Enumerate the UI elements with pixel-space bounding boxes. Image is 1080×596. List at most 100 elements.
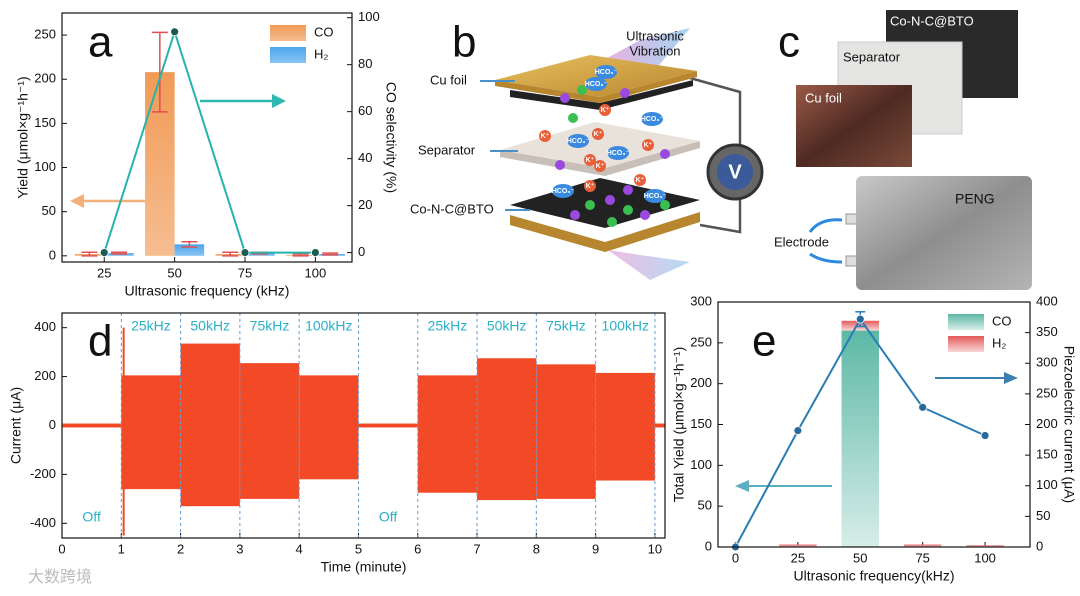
signal-band [299,375,359,480]
segment-label: 50kHz [487,318,527,334]
y-tick-label: 100 [34,159,56,174]
segment-label: 100kHz [305,318,352,334]
ion-label: HCO₃⁻ [607,150,630,157]
error-bar [151,31,168,113]
ion-k [584,154,596,166]
x-axis-label: Ultrasonic frequency (kHz) [125,283,290,299]
vibration-arrow [608,250,690,280]
bar [841,330,879,547]
y-axis-label: Current (μA) [8,387,24,464]
y-tick-label: 100 [690,457,712,472]
x-tick-label: 0 [58,541,65,556]
plot-frame [61,312,666,539]
electrode-arrow [809,252,843,264]
y2-axis-label: Piezoelectric current (μA) [1061,346,1077,503]
separator-layer [500,122,700,168]
x-tick-label: 7 [473,541,480,556]
charge [570,210,580,220]
x-tick-label: 0 [732,550,739,565]
signal-band [595,372,655,481]
plot-frame [717,301,1031,548]
y2-tick-label: 300 [1036,355,1058,370]
ion-label: K⁺ [541,132,550,140]
y-tick-label: 200 [34,71,56,86]
panel-letter: b [452,18,476,67]
ion-k [642,139,654,151]
panel-letter: a [88,18,113,67]
legend-label: CO [314,24,334,39]
signal-band [477,358,537,501]
charge [660,200,670,210]
electrode-label: Co-N-C@BTO [410,201,494,216]
signal-band [121,375,181,490]
y-tick-label: 200 [34,368,56,383]
separator-label: Separator [843,49,901,64]
y2-tick-label: 40 [358,150,372,165]
annotation-arrows [70,94,1018,492]
y2-tick-label: 50 [1036,508,1050,523]
x-tick-label: 8 [533,541,540,556]
wire [689,76,742,234]
ion-hco3 [552,184,574,198]
peng-label: PENG [955,191,995,207]
x-tick-label: 5 [355,541,362,556]
meter-label: V [728,161,742,183]
point [240,248,250,258]
x-tick-label: 50 [167,265,181,280]
arrow-head [70,194,84,208]
y-tick-label: 50 [42,203,56,218]
segment-label: Off [82,509,101,525]
vibration-label: Vibration [629,43,680,58]
x-tick-label: 100 [305,265,327,280]
y-axis-label: Total Yield (μmol×g⁻¹h⁻¹) [671,347,687,503]
ion-label: K⁺ [601,106,610,114]
cu-label: Cu foil [805,90,842,105]
y2-tick-label: 20 [358,197,372,212]
vibration-arrow [600,28,690,70]
y2-tick-label: 0 [1036,538,1043,553]
ion-label: K⁺ [636,176,645,184]
segment-label: 25kHz [131,318,171,334]
watermark: 大数跨境 [28,567,92,586]
y2-tick-label: 250 [1036,385,1058,400]
charge [605,195,615,205]
charge [620,88,630,98]
ion-label: HCO₃⁻ [595,69,618,76]
ion-label: K⁺ [644,141,653,149]
error-bar [292,253,309,257]
y-axis-label: Yield (μmol×g⁻¹h⁻¹) [15,76,31,198]
ion-k [539,130,551,142]
y-tick-label: 300 [690,293,712,308]
cnc-label: Co-N-C@BTO [890,13,974,28]
vibration-label: Ultrasonic [626,28,684,43]
y2-tick-label: 200 [1036,416,1058,431]
charge [577,85,587,95]
legend-label: H₂ [314,46,328,61]
ion-label: HCO₃⁻ [567,138,590,145]
signal-band [62,423,122,428]
legend-swatch [270,47,306,63]
charge [607,217,617,227]
ion-k [599,104,611,116]
charge [560,93,570,103]
x-tick-label: 2 [177,541,184,556]
y2-tick-label: 350 [1036,324,1058,339]
x-tick-label: 50 [853,550,867,565]
ion-hco3 [641,112,663,126]
y-tick-label: 0 [49,417,56,432]
y2-tick-label: 60 [358,103,372,118]
error-bar [222,251,239,257]
x-tick-label: 25 [97,265,111,280]
signal-band [654,423,665,428]
x-axis-label: Ultrasonic frequency(kHz) [793,568,954,584]
y2-tick-label: 150 [1036,447,1058,462]
y-tick-label: -200 [30,466,56,481]
y-tick-label: 150 [34,115,56,130]
signal-band [180,343,240,507]
ion-hco3 [644,189,666,203]
top-catalyst [510,80,693,110]
ion-label: HCO₃⁻ [552,188,575,195]
ion-label: HCO₃⁻ [644,193,667,200]
point [99,248,109,258]
segment-label: 50kHz [190,318,230,334]
